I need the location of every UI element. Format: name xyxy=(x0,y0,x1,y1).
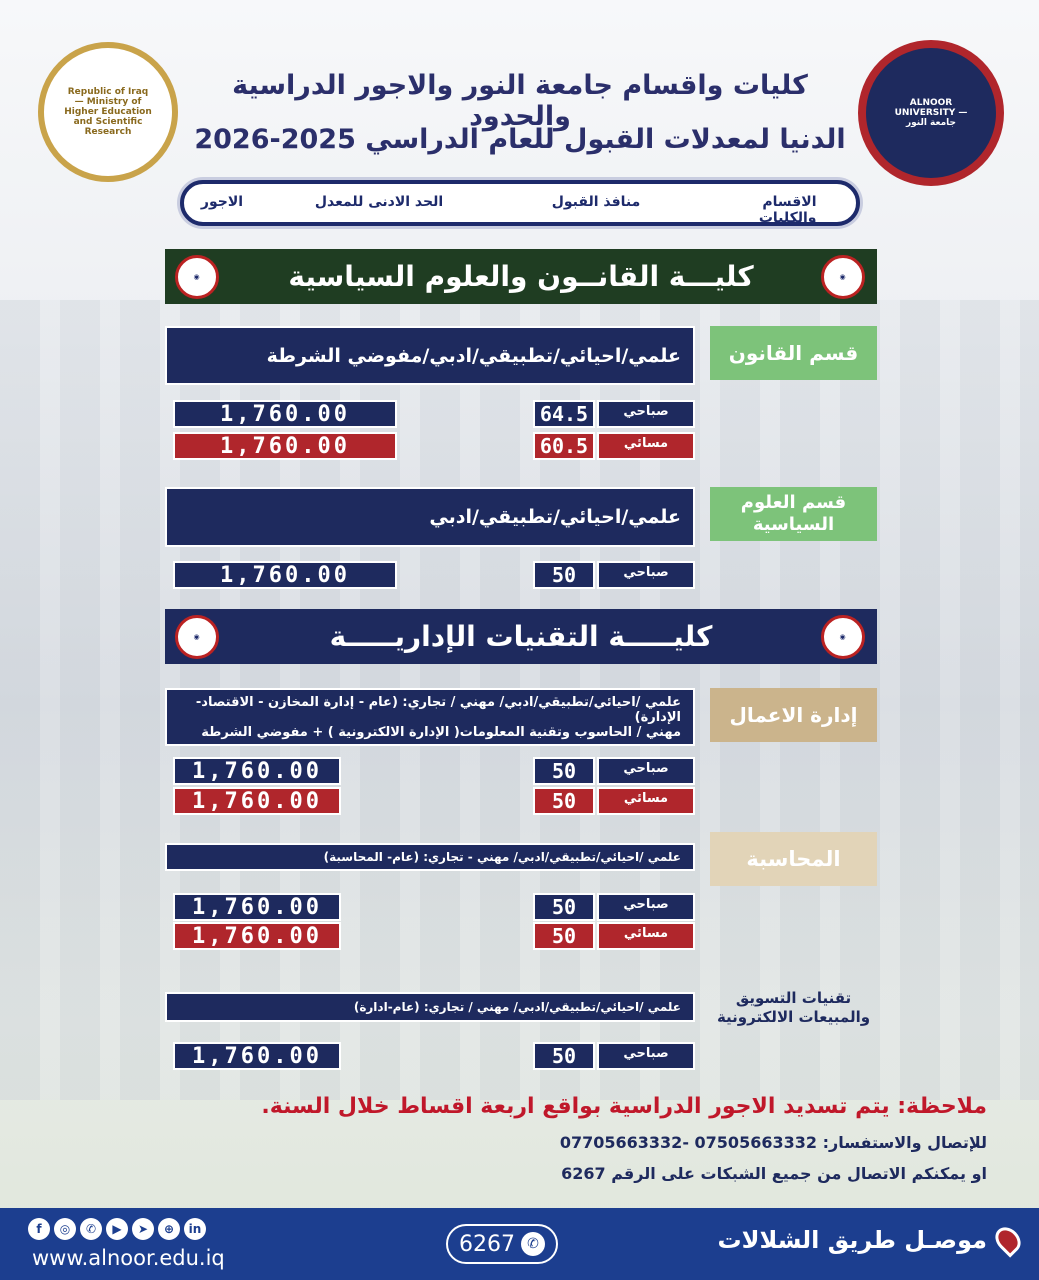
admission-line: علمي /احيائي/تطبيقي/ادبي/ مهني / تجاري: … xyxy=(353,1000,681,1014)
min-rate-value: 50 xyxy=(533,893,595,921)
admission-line: علمي /احيائي/تطبيقي/ادبي/ مهني - تجاري: … xyxy=(323,850,681,864)
shift-label: مسائي xyxy=(597,432,695,460)
shift-label: صباحي xyxy=(597,757,695,785)
department-label: إدارة الاعمال xyxy=(710,688,877,742)
ministry-logo: Republic of Iraq — Ministry of Higher Ed… xyxy=(38,42,178,182)
fee-value: 1,760.00 xyxy=(173,561,397,589)
footer: f ◎ ✆ ▶ ➤ ⊕ in www.alnoor.edu.iq 6267 ✆ موصـل ط… xyxy=(0,1208,1039,1280)
fee-value: 1,760.00 xyxy=(173,787,341,815)
youtube-icon[interactable]: ▶ xyxy=(106,1218,128,1240)
website-link[interactable]: www.alnoor.edu.iq xyxy=(32,1246,225,1270)
location-text: موصـل طريق الشلالات xyxy=(717,1226,987,1254)
department-label: قسم القانون xyxy=(710,326,877,380)
min-rate-value: 64.5 xyxy=(533,400,595,428)
facebook-icon[interactable]: f xyxy=(28,1218,50,1240)
fee-value: 1,760.00 xyxy=(173,432,397,460)
college-logo: ◉ xyxy=(175,255,219,299)
phone-icon: ✆ xyxy=(521,1232,545,1256)
web-icon[interactable]: ⊕ xyxy=(158,1218,180,1240)
contact-line: للإتصال والاستفسار: 07505663332 -0770566… xyxy=(560,1133,987,1152)
column-fees: الاجور xyxy=(200,194,244,210)
admission-channels: علمي /احيائي/تطبيقي/ادبي/ مهني - تجاري: … xyxy=(165,843,695,871)
fee-value: 1,760.00 xyxy=(173,1042,341,1070)
column-header-bar: الاقسام والكليات منافذ القبول الحد الادن… xyxy=(180,180,860,226)
shift-label: مسائي xyxy=(597,787,695,815)
admission-channels: علمي /احيائي/تطبيقي/ادبي/ مهني / تجاري: … xyxy=(165,992,695,1022)
fee-value: 1,760.00 xyxy=(173,757,341,785)
college-banner: كليـــــة التقنيات الإداريـــــة ◉ ◉ xyxy=(165,609,877,664)
alnoor-university-logo: ALNOOR UNIVERSITY — جامعة النور xyxy=(858,40,1004,186)
college-name: كليـــة القانــون والعلوم السياسية xyxy=(288,260,754,293)
college-logo: ◉ xyxy=(821,615,865,659)
min-rate-value: 50 xyxy=(533,922,595,950)
contact-numbers[interactable]: 07505663332 -07705663332 xyxy=(559,1133,817,1152)
min-rate-value: 60.5 xyxy=(533,432,595,460)
fees-note: ملاحظة: يتم تسديد الاجور الدراسية بواقع … xyxy=(261,1094,987,1119)
shift-label: مسائي xyxy=(597,922,695,950)
admission-channels: علمي /احيائي/تطبيقي/ادبي/ مهني / تجاري: … xyxy=(165,688,695,746)
min-rate-value: 50 xyxy=(533,561,595,589)
fee-value: 1,760.00 xyxy=(173,893,341,921)
telegram-icon[interactable]: ➤ xyxy=(132,1218,154,1240)
column-min-rate: الحد الادنى للمعدل xyxy=(314,194,444,210)
linkedin-icon[interactable]: in xyxy=(184,1218,206,1240)
college-banner: كليـــة القانــون والعلوم السياسية ◉ ◉ xyxy=(165,249,877,304)
hotline-number: 6267 xyxy=(459,1231,515,1257)
min-rate-value: 50 xyxy=(533,757,595,785)
shift-label: صباحي xyxy=(597,1042,695,1070)
hotline-badge[interactable]: 6267 ✆ xyxy=(446,1224,558,1264)
column-departments: الاقسام والكليات xyxy=(758,194,817,226)
page-title: كليات واقسام جامعة النور والاجور الدراسي… xyxy=(232,70,808,132)
short-number-line: او يمكنكم الاتصال من جميع الشبكات على ال… xyxy=(561,1164,987,1183)
shift-label: صباحي xyxy=(597,561,695,589)
college-logo: ◉ xyxy=(175,615,219,659)
department-label: قسم العلوم السياسية xyxy=(710,487,877,541)
shift-label: صباحي xyxy=(597,893,695,921)
department-label: المحاسبة xyxy=(710,832,877,886)
page-subtitle: الدنيا لمعدلات القبول للعام الدراسي 2025… xyxy=(194,124,846,155)
contact-label: للإتصال والاستفسار: xyxy=(822,1133,987,1152)
admission-channels: علمي/احيائي/تطبيقي/ادبي/مفوضي الشرطة xyxy=(165,326,695,385)
whatsapp-icon[interactable]: ✆ xyxy=(80,1218,102,1240)
instagram-icon[interactable]: ◎ xyxy=(54,1218,76,1240)
min-rate-value: 50 xyxy=(533,1042,595,1070)
fee-value: 1,760.00 xyxy=(173,400,397,428)
college-name: كليـــــة التقنيات الإداريـــــة xyxy=(329,620,713,653)
college-logo: ◉ xyxy=(821,255,865,299)
admission-line: علمي/احيائي/تطبيقي/ادبي/مفوضي الشرطة xyxy=(266,344,681,367)
department-label: تقنيات التسويق والمبيعات الالكترونية xyxy=(716,989,871,1026)
social-icons: f ◎ ✆ ▶ ➤ ⊕ in xyxy=(28,1218,210,1240)
column-admission: منافذ القبول xyxy=(551,194,641,210)
location-pin-icon xyxy=(990,1222,1026,1258)
admission-line: مهني / الحاسوب وتقنية المعلومات( الإدارة… xyxy=(201,724,681,740)
shift-label: صباحي xyxy=(597,400,695,428)
admission-line: علمي/احيائي/تطبيقي/ادبي xyxy=(429,506,681,528)
admission-channels: علمي/احيائي/تطبيقي/ادبي xyxy=(165,487,695,547)
min-rate-value: 50 xyxy=(533,787,595,815)
admission-line: علمي /احيائي/تطبيقي/ادبي/ مهني / تجاري: … xyxy=(195,694,681,725)
fee-value: 1,760.00 xyxy=(173,922,341,950)
